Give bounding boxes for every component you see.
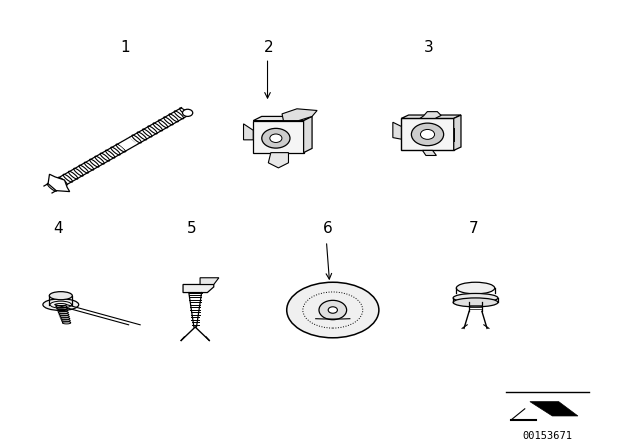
- Polygon shape: [454, 115, 461, 151]
- Polygon shape: [401, 115, 461, 118]
- Polygon shape: [420, 112, 441, 118]
- Polygon shape: [282, 109, 317, 121]
- Circle shape: [262, 129, 290, 148]
- Text: 7: 7: [468, 221, 479, 236]
- Polygon shape: [393, 122, 401, 139]
- Polygon shape: [200, 278, 219, 284]
- Polygon shape: [401, 118, 454, 151]
- Polygon shape: [253, 116, 312, 121]
- Text: 00153671: 00153671: [522, 431, 572, 441]
- Polygon shape: [268, 153, 289, 168]
- Text: 1: 1: [120, 39, 130, 55]
- Circle shape: [182, 109, 193, 116]
- Ellipse shape: [43, 299, 79, 310]
- Polygon shape: [48, 174, 70, 192]
- Text: 5: 5: [187, 221, 197, 236]
- Circle shape: [420, 129, 435, 139]
- Polygon shape: [422, 151, 436, 155]
- Polygon shape: [530, 402, 578, 416]
- Ellipse shape: [456, 282, 495, 294]
- Polygon shape: [244, 124, 253, 140]
- Polygon shape: [303, 116, 312, 153]
- Text: 2: 2: [264, 39, 274, 55]
- Text: 6: 6: [323, 221, 333, 236]
- Ellipse shape: [49, 292, 72, 300]
- Ellipse shape: [287, 282, 379, 338]
- Circle shape: [412, 123, 444, 146]
- Ellipse shape: [453, 293, 498, 302]
- Polygon shape: [117, 136, 139, 152]
- Text: 3: 3: [424, 39, 434, 55]
- Text: 4: 4: [52, 221, 63, 236]
- Polygon shape: [253, 121, 303, 153]
- Circle shape: [270, 134, 282, 142]
- Circle shape: [328, 307, 337, 313]
- Polygon shape: [183, 284, 214, 293]
- Ellipse shape: [453, 298, 498, 307]
- Circle shape: [319, 300, 347, 320]
